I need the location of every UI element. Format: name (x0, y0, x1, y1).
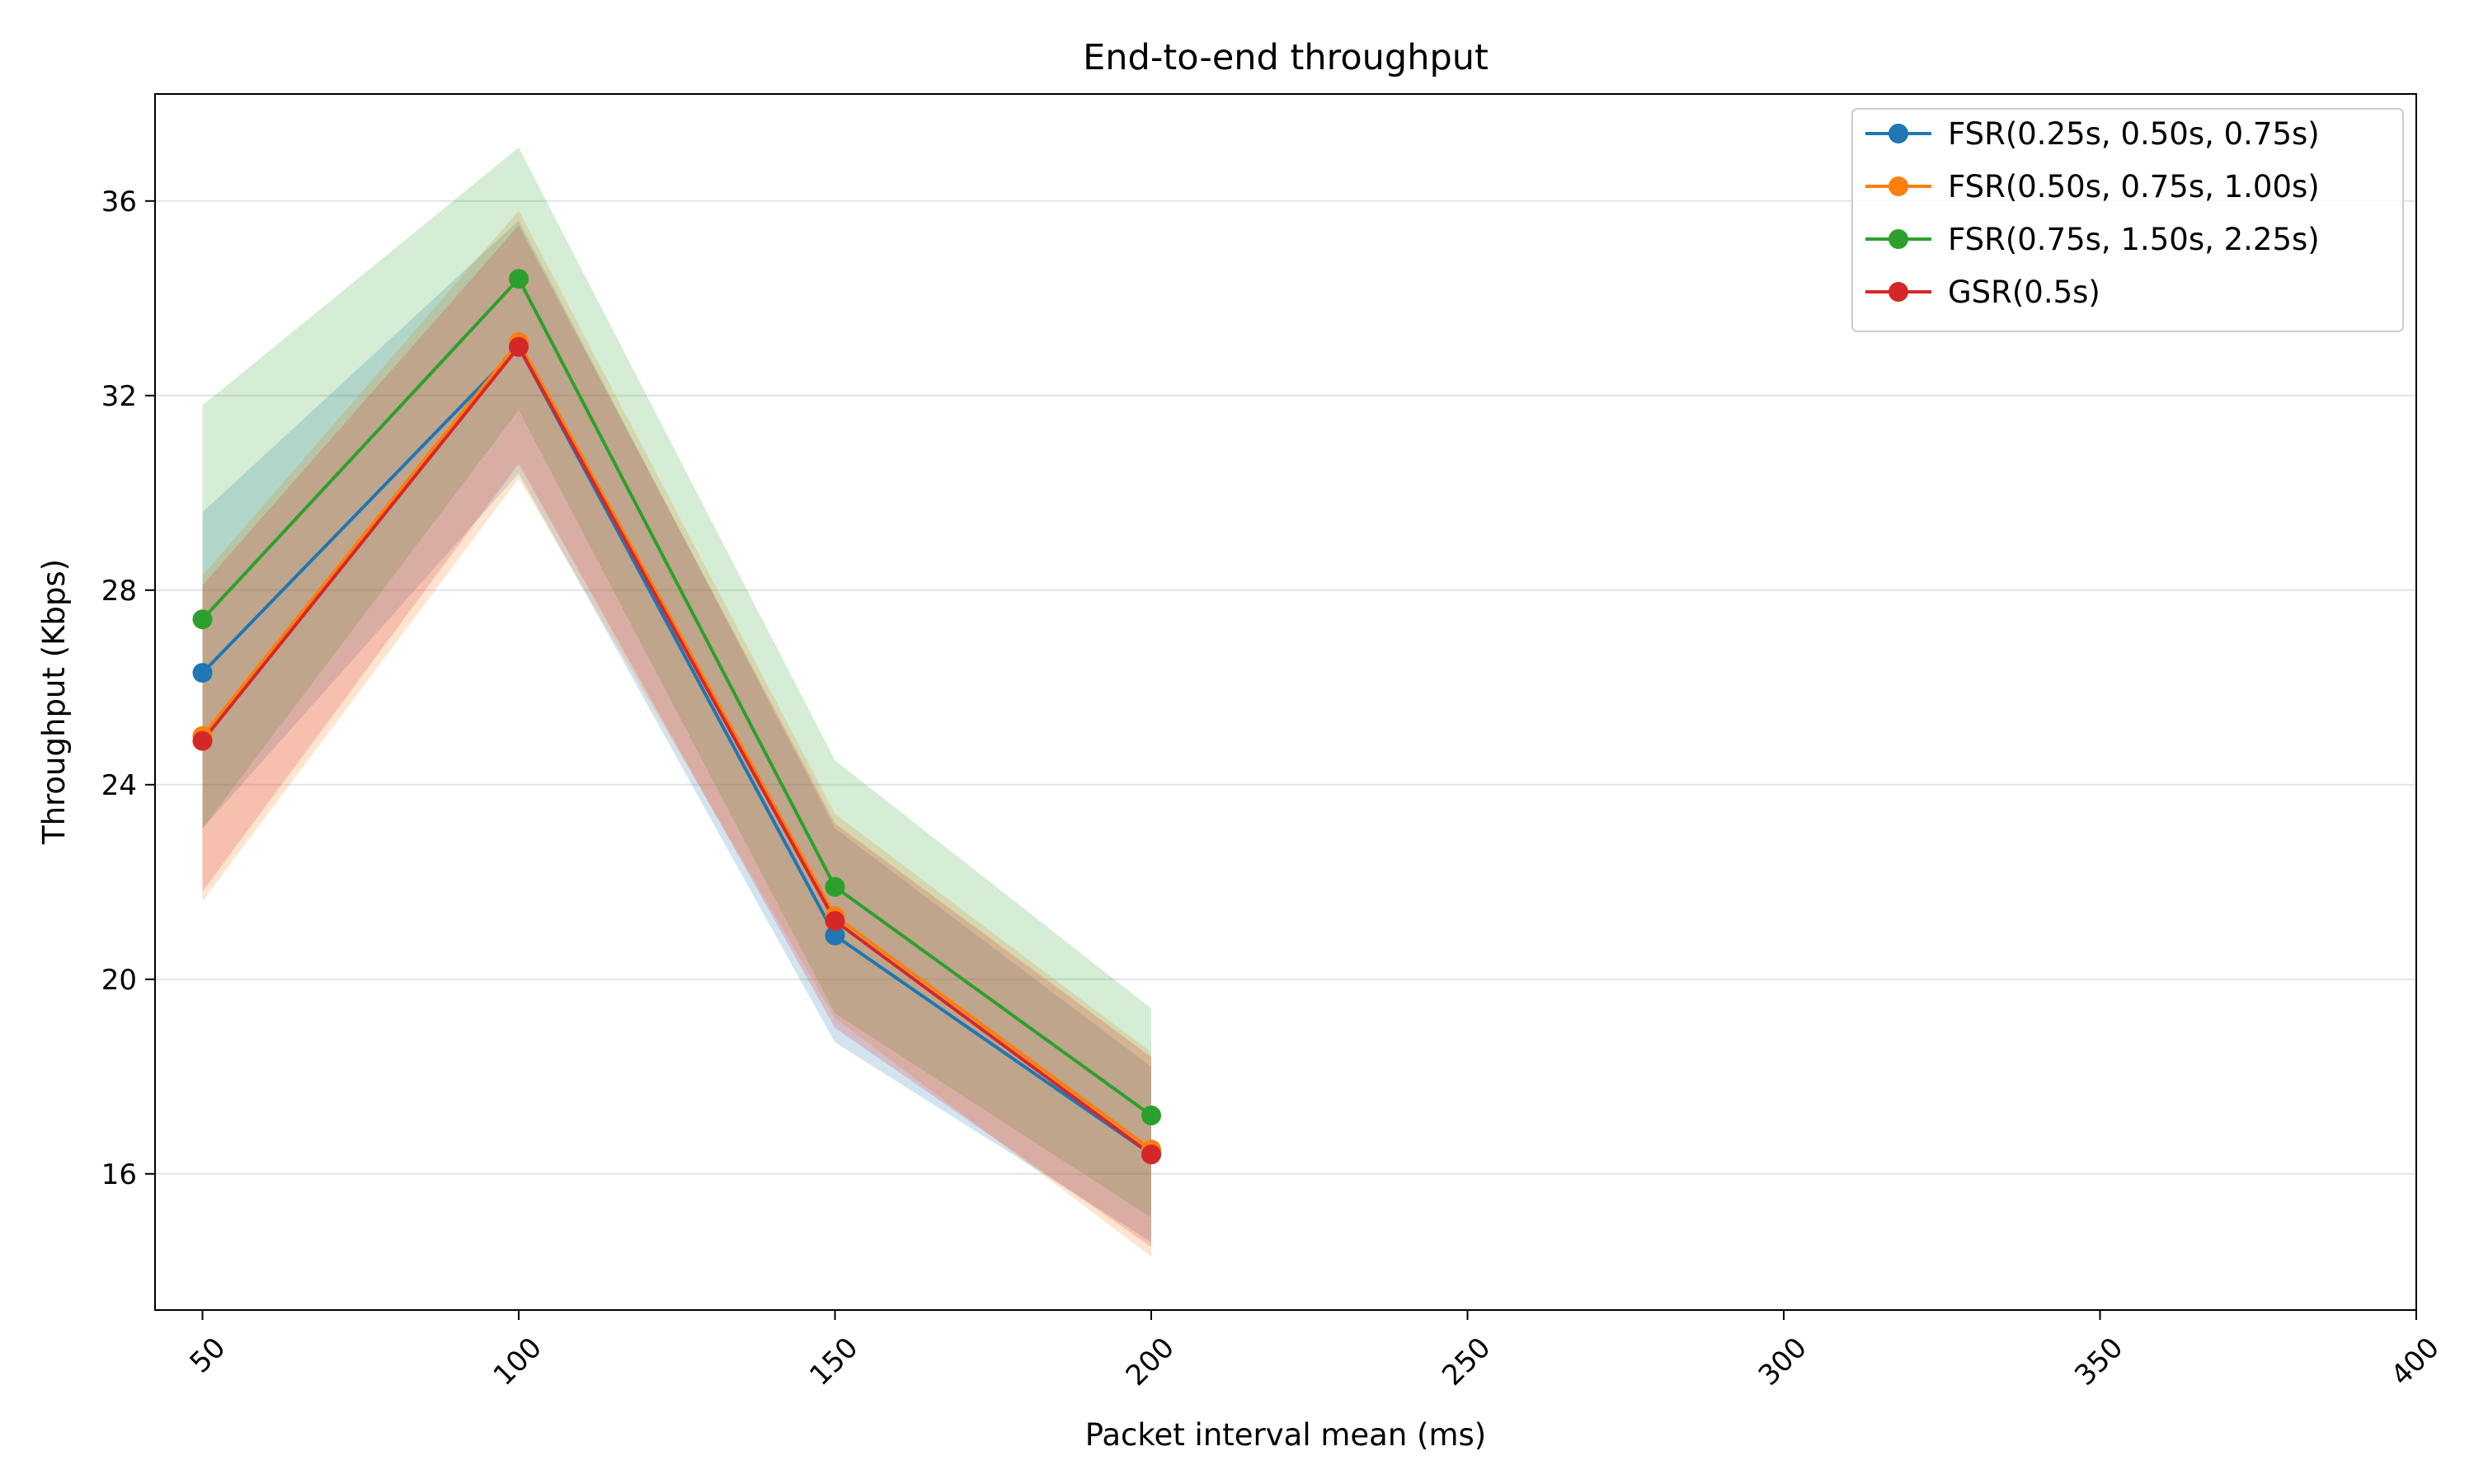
series-line (200, 340, 1153, 1151)
data-point (509, 269, 529, 289)
x-tick-label: 50 (184, 1331, 233, 1380)
series-line (201, 277, 1153, 1117)
x-tick-label: 250 (1436, 1331, 1497, 1392)
legend-swatch-marker (1888, 229, 1908, 249)
legend-swatch-marker (1888, 282, 1908, 302)
series-lines (200, 277, 1153, 1156)
x-tick-label: 300 (1752, 1331, 1813, 1392)
data-point (509, 336, 529, 357)
data-point (192, 730, 213, 751)
chart-title: End-to-end throughput (1083, 37, 1489, 78)
data-point (825, 876, 845, 897)
x-axis-label: Packet interval mean (ms) (1085, 1417, 1487, 1453)
data-point (192, 663, 213, 683)
plot-frame (154, 93, 2417, 1311)
x-tick-label: 350 (2068, 1331, 2129, 1392)
x-tick-label: 400 (2385, 1331, 2446, 1392)
confidence-band (202, 147, 1152, 1218)
y-tick-label: 32 (101, 380, 137, 413)
data-point (1141, 1144, 1162, 1165)
legend: FSR(0.25s, 0.50s, 0.75s) FSR(0.50s, 0.75s… (1851, 108, 2404, 332)
y-tick-label: 36 (101, 186, 137, 218)
legend-swatch-marker (1888, 124, 1908, 143)
confidence-bands (202, 147, 1152, 1257)
confidence-band (202, 210, 1152, 1257)
x-tick-label: 100 (487, 1331, 548, 1392)
series-line (200, 345, 1153, 1156)
data-point (1141, 1106, 1162, 1125)
legend-label: FSR(0.75s, 1.50s, 2.25s) (1948, 222, 2320, 257)
legend-label: FSR(0.50s, 0.75s, 1.00s) (1948, 169, 2320, 204)
y-tick-label: 16 (101, 1158, 137, 1191)
gridlines (155, 200, 2416, 1175)
legend-swatch-marker (1888, 176, 1908, 196)
legend-label: GSR(0.5s) (1948, 275, 2100, 310)
x-tick-label: 150 (803, 1331, 864, 1392)
y-axis-label: Throughput (Kbps) (36, 559, 72, 845)
data-point (825, 911, 845, 931)
x-tick-label: 200 (1120, 1331, 1181, 1392)
legend-label: FSR(0.25s, 0.50s, 0.75s) (1948, 116, 2320, 152)
y-tick-label: 28 (101, 575, 137, 608)
confidence-band (202, 220, 1152, 1242)
legend-frame (1851, 108, 2404, 332)
series-markers (192, 269, 1162, 1165)
y-tick-label: 20 (101, 964, 137, 997)
series-line (201, 345, 1153, 1156)
data-point (825, 925, 845, 946)
data-point (192, 609, 213, 630)
y-tick-label: 24 (101, 769, 137, 802)
